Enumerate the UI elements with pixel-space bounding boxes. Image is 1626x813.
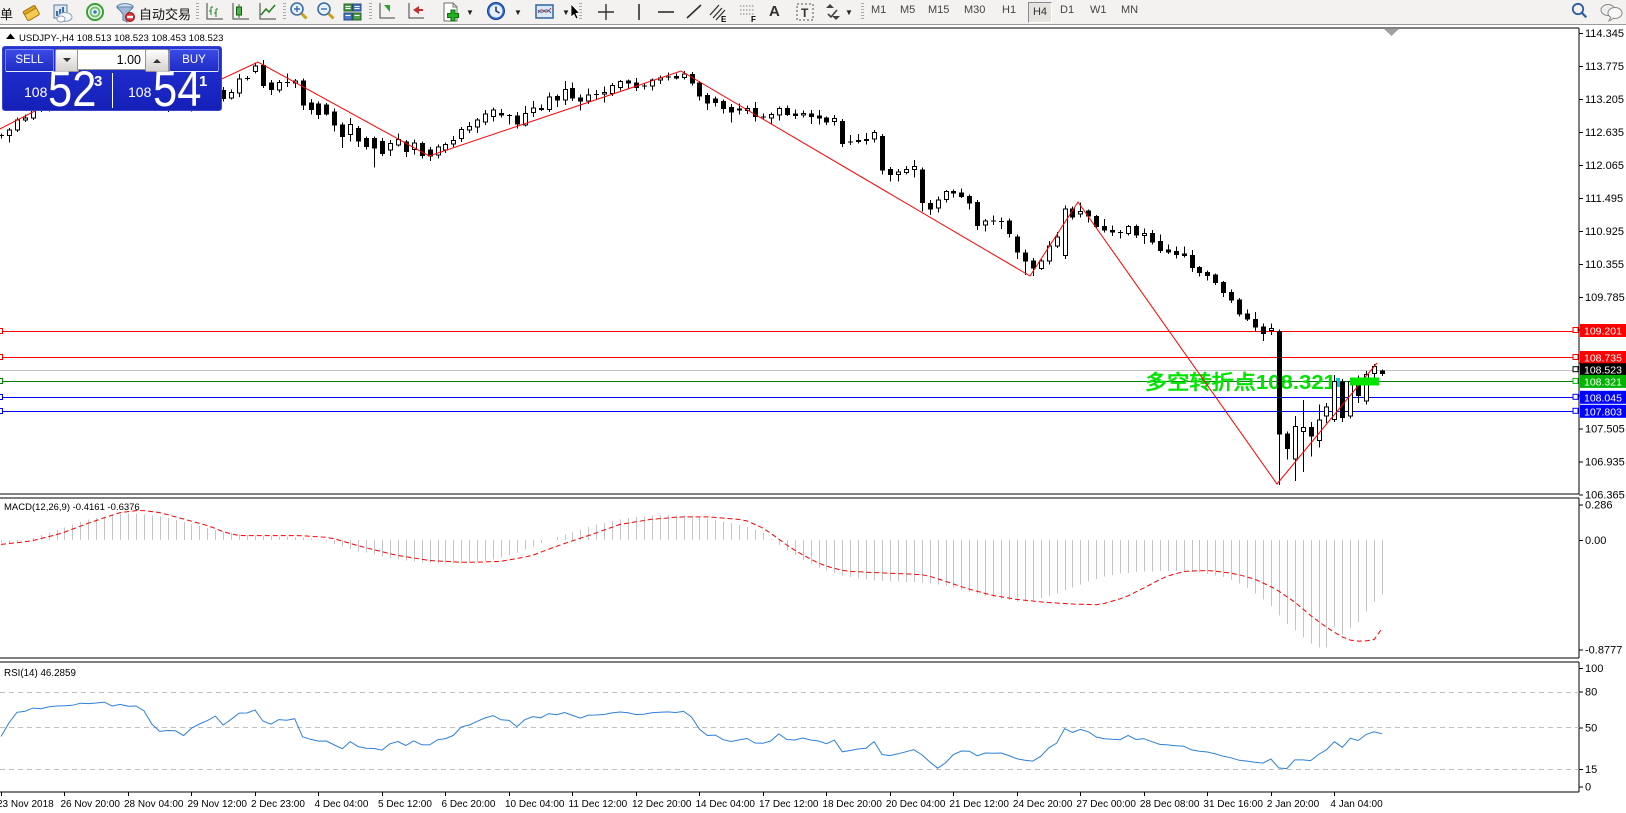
svg-text:0.286: 0.286 bbox=[1585, 499, 1613, 511]
svg-text:108.735: 108.735 bbox=[1584, 353, 1622, 365]
svg-text:28 Nov 04:00: 28 Nov 04:00 bbox=[124, 799, 184, 810]
svg-text:5 Dec 12:00: 5 Dec 12:00 bbox=[378, 799, 432, 810]
svg-text:23 Nov 2018: 23 Nov 2018 bbox=[0, 799, 54, 810]
svg-text:21 Dec 12:00: 21 Dec 12:00 bbox=[949, 799, 1009, 810]
svg-text:114.345: 114.345 bbox=[1585, 28, 1624, 40]
svg-text:111.495: 111.495 bbox=[1585, 193, 1623, 205]
svg-text:2 Jan 20:00: 2 Jan 20:00 bbox=[1267, 799, 1320, 810]
svg-text:24 Dec 20:00: 24 Dec 20:00 bbox=[1013, 799, 1073, 810]
svg-text:100: 100 bbox=[1585, 663, 1603, 675]
svg-text:106.365: 106.365 bbox=[1585, 489, 1625, 501]
svg-text:107.803: 107.803 bbox=[1584, 406, 1622, 418]
svg-text:80: 80 bbox=[1585, 687, 1597, 699]
svg-text:108.321: 108.321 bbox=[1584, 376, 1622, 388]
svg-text:MACD(12,26,9) -0.4161 -0.6376: MACD(12,26,9) -0.4161 -0.6376 bbox=[4, 502, 140, 513]
svg-text:15: 15 bbox=[1585, 764, 1597, 776]
svg-text:109.201: 109.201 bbox=[1584, 326, 1622, 338]
svg-text:F: F bbox=[751, 15, 756, 24]
svg-text:28 Dec 08:00: 28 Dec 08:00 bbox=[1140, 799, 1200, 810]
svg-text:USDJPY-,H4 108.513 108.523 10: USDJPY-,H4 108.513 108.523 108.453 108.5… bbox=[19, 33, 223, 44]
svg-text:0: 0 bbox=[1585, 782, 1591, 794]
svg-text:107.505: 107.505 bbox=[1585, 424, 1625, 436]
svg-text:0.00: 0.00 bbox=[1585, 535, 1606, 547]
svg-text:110.355: 110.355 bbox=[1585, 259, 1624, 271]
svg-text:113.205: 113.205 bbox=[1585, 94, 1624, 106]
svg-text:14 Dec 04:00: 14 Dec 04:00 bbox=[696, 799, 756, 810]
svg-text:50: 50 bbox=[1585, 722, 1597, 734]
svg-text:106.935: 106.935 bbox=[1585, 457, 1625, 469]
svg-text:4 Jan 04:00: 4 Jan 04:00 bbox=[1330, 799, 1383, 810]
svg-text:多空转折点108.321: 多空转折点108.321 bbox=[1145, 370, 1336, 394]
svg-text:4 Dec 04:00: 4 Dec 04:00 bbox=[315, 799, 369, 810]
svg-text:113.775: 113.775 bbox=[1585, 61, 1624, 73]
svg-text:2 Dec 23:00: 2 Dec 23:00 bbox=[251, 799, 305, 810]
svg-text:31 Dec 16:00: 31 Dec 16:00 bbox=[1203, 799, 1263, 810]
svg-text:112.065: 112.065 bbox=[1585, 160, 1624, 172]
svg-text:20 Dec 04:00: 20 Dec 04:00 bbox=[886, 799, 946, 810]
svg-text:RSI(14) 46.2859: RSI(14) 46.2859 bbox=[4, 668, 76, 679]
svg-text:109.785: 109.785 bbox=[1585, 292, 1625, 304]
svg-text:E: E bbox=[721, 15, 727, 24]
svg-text:T: T bbox=[801, 6, 809, 20]
svg-text:112.635: 112.635 bbox=[1585, 127, 1624, 139]
svg-text:108.045: 108.045 bbox=[1584, 392, 1622, 404]
svg-text:10 Dec 04:00: 10 Dec 04:00 bbox=[505, 799, 565, 810]
svg-text:-0.8777: -0.8777 bbox=[1585, 644, 1622, 656]
svg-text:11 Dec 12:00: 11 Dec 12:00 bbox=[569, 799, 628, 810]
svg-text:108.523: 108.523 bbox=[1584, 365, 1622, 377]
svg-text:12 Dec 20:00: 12 Dec 20:00 bbox=[632, 799, 692, 810]
svg-text:18 Dec 20:00: 18 Dec 20:00 bbox=[822, 799, 882, 810]
svg-text:26 Nov 20:00: 26 Nov 20:00 bbox=[61, 799, 121, 810]
svg-text:17 Dec 12:00: 17 Dec 12:00 bbox=[759, 799, 819, 810]
svg-text:29 Nov 12:00: 29 Nov 12:00 bbox=[188, 799, 248, 810]
svg-text:27 Dec 00:00: 27 Dec 00:00 bbox=[1076, 799, 1136, 810]
svg-text:6 Dec 20:00: 6 Dec 20:00 bbox=[442, 799, 496, 810]
svg-text:110.925: 110.925 bbox=[1585, 226, 1624, 238]
